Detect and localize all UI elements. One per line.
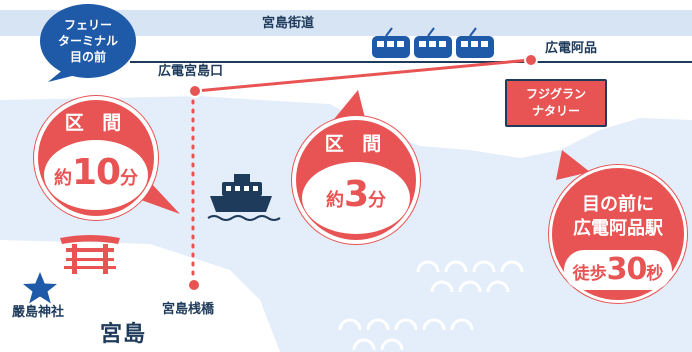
ferry-time-value: 約10分	[53, 152, 139, 193]
ferry-time-head: 区 間	[64, 112, 128, 134]
ferry-icon	[207, 174, 281, 221]
walk-line-1: 目の前に	[582, 194, 654, 215]
wave-icon	[338, 260, 524, 351]
station-tag-line-1: フジグラン	[525, 87, 586, 101]
train-icon	[372, 27, 494, 58]
ferry-terminal-line-2: ターミナル	[57, 34, 118, 48]
train-route	[195, 58, 531, 93]
station-tag-line-2: ナタリー	[531, 104, 580, 118]
walk-bubble: 目の前に 広電阿品駅 徒歩30秒	[549, 165, 687, 303]
torii-icon	[60, 235, 120, 274]
label-shrine: 嚴島神社	[12, 305, 65, 320]
label-pier: 宮島桟橋	[162, 302, 215, 317]
stop-pier	[187, 278, 201, 292]
island-label: 宮島	[100, 322, 147, 347]
ferry-terminal-line-1: フェリー	[63, 18, 112, 32]
station-tag: フジグラン ナタリー	[505, 79, 607, 127]
star-icon	[23, 272, 57, 304]
stop-hiroden-ajina	[524, 53, 538, 67]
ferry-terminal-line-3: 目の前	[69, 50, 106, 64]
walk-line-2: 広電阿品駅	[573, 218, 663, 239]
train-time-bubble: 区 間 約3分	[292, 116, 420, 244]
walk-bubble-tail	[556, 150, 590, 180]
walk-time: 徒歩30秒	[564, 250, 672, 290]
label-hiroden-ajina: 広電阿品	[545, 41, 598, 56]
ferry-time-bubble: 区 間 約10分	[34, 96, 158, 220]
ferry-terminal-bubble: フェリー ターミナル 目の前	[40, 4, 136, 78]
road-label: 宮島街道	[262, 16, 315, 31]
stop-miyajimaguchi	[188, 84, 202, 98]
label-miyajimaguchi: 広電宮島口	[158, 64, 224, 79]
train-time-value: 約3分	[325, 174, 387, 215]
train-time-head: 区 間	[324, 133, 388, 155]
